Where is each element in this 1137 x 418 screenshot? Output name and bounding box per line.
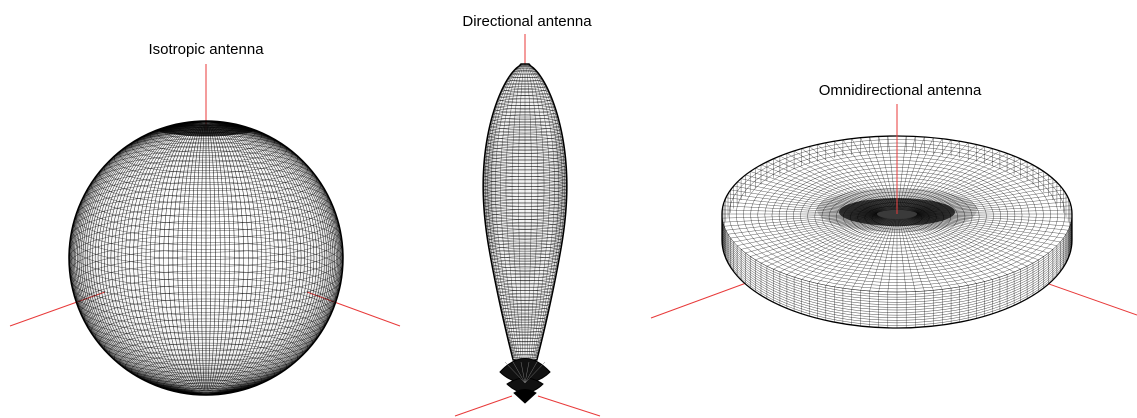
lobe-meridian bbox=[527, 64, 555, 359]
lobe-meridian bbox=[495, 64, 523, 359]
torus-meridian bbox=[917, 213, 1072, 240]
lobe-meridian bbox=[518, 64, 525, 359]
torus-side-band bbox=[722, 234, 1072, 321]
omnidirectional-panel: Omnidirectional antenna bbox=[650, 82, 1137, 329]
torus-side-band bbox=[722, 230, 1072, 316]
lobe-meridian bbox=[525, 64, 539, 359]
isotropic-sphere-outline bbox=[68, 120, 344, 396]
lobe-meridian bbox=[527, 64, 550, 359]
torus-side-band bbox=[722, 238, 1072, 326]
lobe-meridian bbox=[528, 64, 566, 359]
torus-side-band bbox=[722, 213, 1072, 293]
isotropic-sphere-shading bbox=[69, 121, 343, 395]
torus-side-band bbox=[722, 228, 1072, 313]
lobe-meridian bbox=[511, 64, 525, 359]
torus-side-band bbox=[722, 226, 1072, 311]
directional-x-axis bbox=[454, 395, 513, 417]
directional-lobe-mesh bbox=[483, 64, 567, 360]
lobe-meridian bbox=[487, 64, 522, 359]
torus-outline bbox=[721, 135, 1073, 329]
torus-side-band bbox=[722, 236, 1072, 324]
isotropic-panel: Isotropic antenna bbox=[9, 41, 401, 396]
directional-lobe-outline bbox=[482, 63, 568, 361]
isotropic-label: Isotropic antenna bbox=[148, 41, 264, 58]
torus-side-band bbox=[722, 221, 1072, 303]
directional-back-lobes bbox=[499, 358, 551, 404]
torus-side-band bbox=[722, 217, 1072, 298]
lobe-meridian bbox=[505, 64, 524, 359]
omnidirectional-label: Omnidirectional antenna bbox=[819, 82, 982, 99]
torus-side-band bbox=[722, 219, 1072, 300]
torus-side-band bbox=[722, 225, 1072, 308]
lobe-meridian bbox=[490, 64, 522, 359]
back-lobe-2 bbox=[506, 377, 544, 394]
torus-meridian bbox=[722, 213, 877, 240]
lobe-meridian bbox=[528, 64, 563, 359]
lobe-meridian bbox=[500, 64, 523, 359]
lobe-meridian bbox=[484, 64, 522, 359]
back-lobe-1 bbox=[499, 358, 551, 384]
lobe-meridian bbox=[526, 64, 545, 359]
directional-label: Directional antenna bbox=[462, 13, 592, 30]
directional-y-axis bbox=[537, 395, 601, 417]
directional-panel: Directional antenna bbox=[454, 13, 601, 417]
torus-side-band bbox=[722, 215, 1072, 295]
torus-side-band bbox=[722, 223, 1072, 306]
lobe-meridian bbox=[528, 64, 560, 359]
back-lobe-3 bbox=[513, 389, 537, 404]
torus-side-band bbox=[722, 232, 1072, 318]
lobe-meridian bbox=[525, 64, 532, 359]
